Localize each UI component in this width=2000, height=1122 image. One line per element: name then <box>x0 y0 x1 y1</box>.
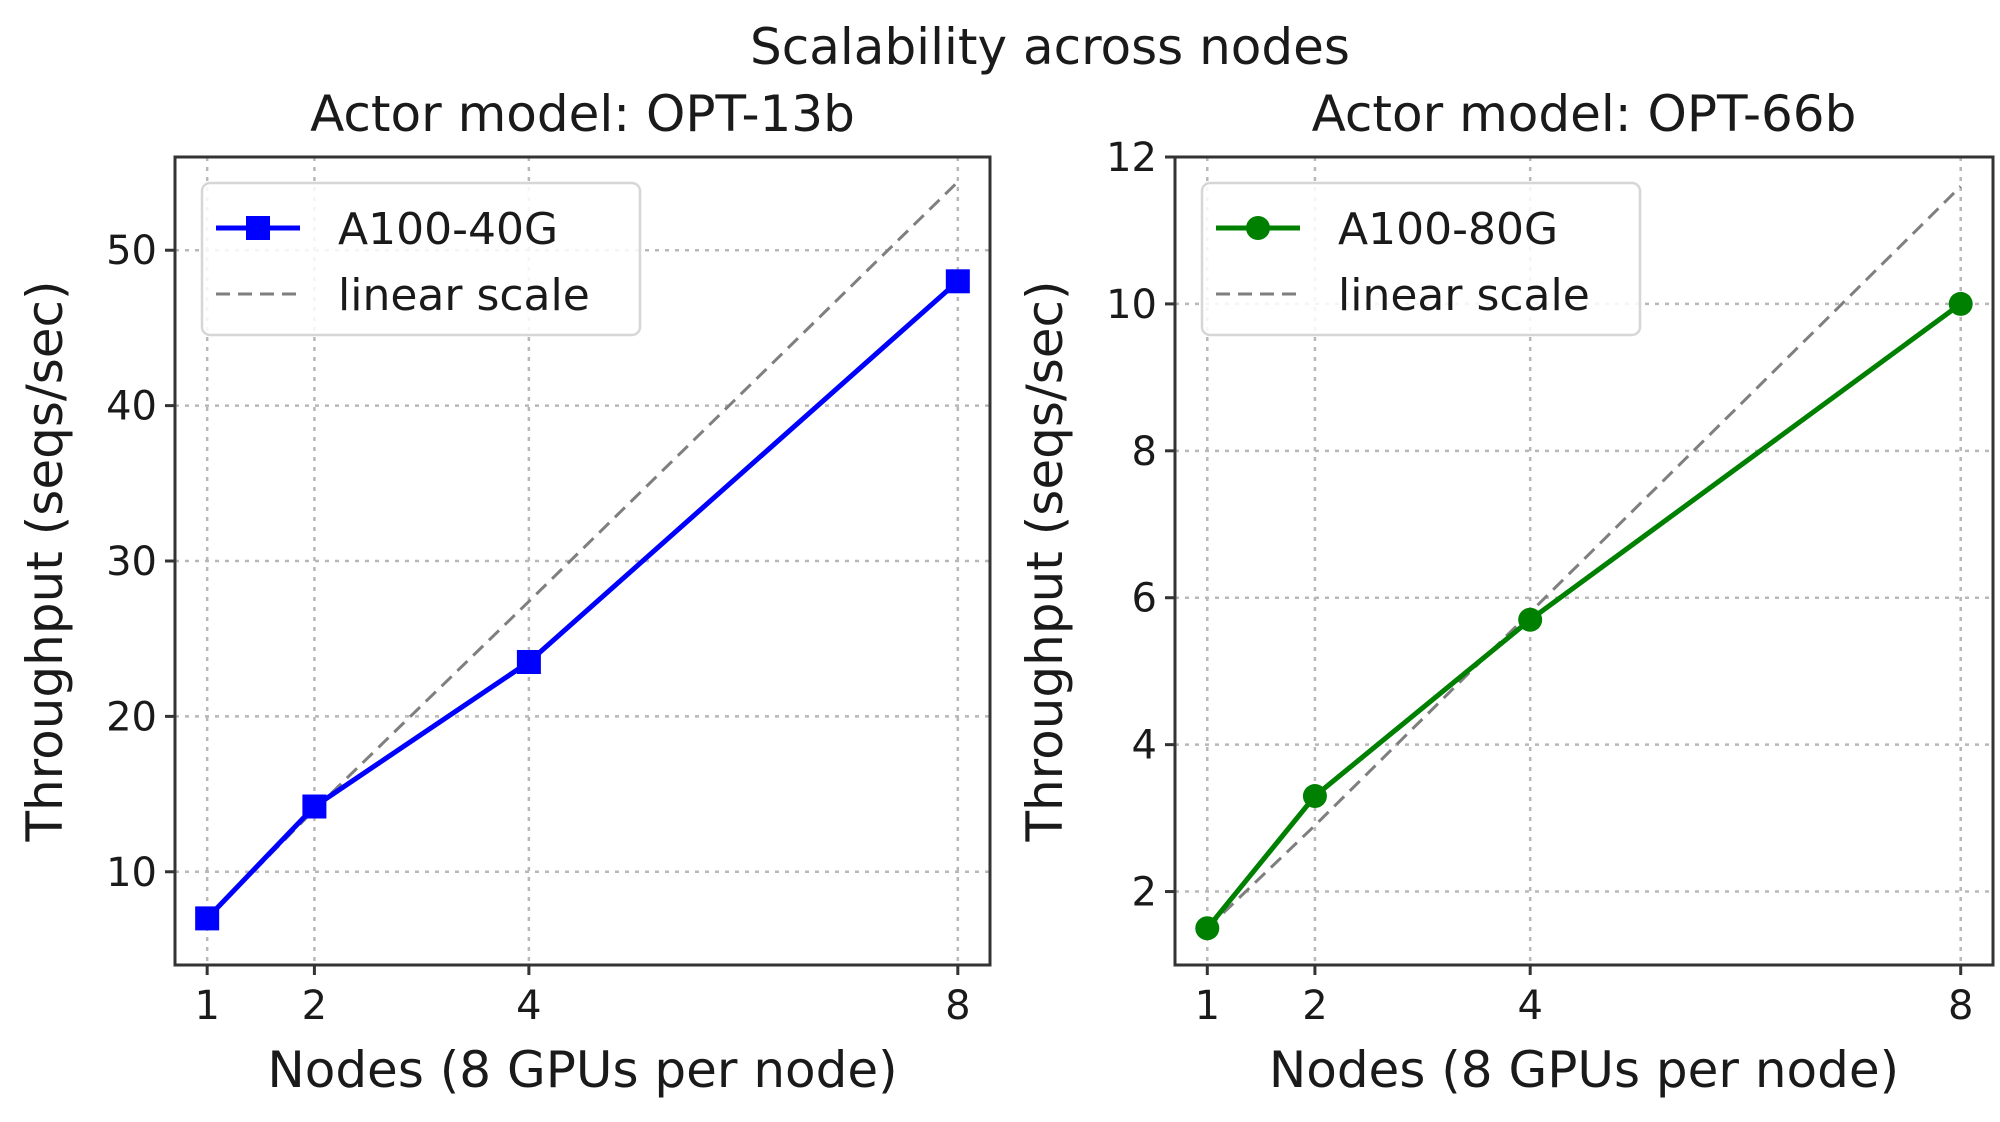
y-tick-label: 10 <box>106 850 157 896</box>
legend-entry: linear scale <box>1216 270 1590 321</box>
data-point <box>945 269 970 294</box>
y-axis-label: Throughput (seqs/sec) <box>16 280 74 842</box>
x-tick-label: 4 <box>1517 983 1542 1029</box>
x-tick-label: 2 <box>1302 983 1327 1029</box>
legend-entry: linear scale <box>216 270 590 321</box>
y-tick-label: 2 <box>1132 870 1157 916</box>
subplot-title: Actor model: OPT-13b <box>310 85 855 143</box>
legend: A100-80G linear scale <box>1200 181 1642 337</box>
x-tick-label: 2 <box>302 983 327 1029</box>
y-tick-label: 40 <box>106 384 157 430</box>
panel-opt-13b: Actor model: OPT-13b 1 2 4 8 10 20 30 40 50 Nodes … <box>16 85 992 1099</box>
legend-entry: A100-80G <box>1216 204 1558 255</box>
legend-box <box>1200 181 1642 337</box>
y-tick-label: 20 <box>106 694 157 740</box>
legend-swatch-marker <box>1246 216 1270 240</box>
series-line-a100-80g <box>1205 301 1963 930</box>
legend-entry: A100-40G <box>216 204 558 255</box>
legend-box <box>200 181 642 337</box>
series-line-linear-scale <box>1206 185 1962 930</box>
legend-swatch-marker <box>246 216 270 240</box>
subplot-title: Actor model: OPT-66b <box>1312 85 1857 143</box>
figure-title: Scalability across nodes <box>750 18 1350 76</box>
data-point <box>1518 607 1543 632</box>
y-tick-label: 10 <box>1106 282 1157 328</box>
x-axis-label: Nodes (8 GPUs per node) <box>267 1041 897 1099</box>
x-tick-label: 4 <box>516 983 541 1029</box>
x-tick-label: 1 <box>1195 983 1220 1029</box>
series-line-a100-40g <box>205 279 960 921</box>
y-tick-label: 30 <box>106 539 157 585</box>
data-point <box>1195 916 1220 941</box>
y-tick-label: 4 <box>1132 723 1157 769</box>
x-axis-label: Nodes (8 GPUs per node) <box>1269 1041 1899 1099</box>
x-tick-label: 8 <box>1948 983 1973 1029</box>
data-point <box>516 650 541 674</box>
plot-frame <box>1173 155 1995 967</box>
plot-frame <box>173 155 992 967</box>
data-point <box>1948 291 1973 316</box>
x-tick-label: 1 <box>194 983 219 1029</box>
legend-label: linear scale <box>338 270 590 321</box>
data-point <box>302 794 327 819</box>
y-tick-label: 6 <box>1132 576 1157 622</box>
y-tick-label: 12 <box>1106 135 1157 181</box>
y-tick-label: 50 <box>106 228 157 274</box>
x-tick-label: 8 <box>945 983 970 1029</box>
data-point <box>195 906 220 931</box>
y-tick-label: 8 <box>1132 429 1157 475</box>
legend-label: A100-40G <box>338 204 558 255</box>
data-point <box>1302 784 1327 809</box>
legend-label: A100-80G <box>1338 204 1558 255</box>
legend: A100-40G linear scale <box>200 181 642 337</box>
y-axis-label: Throughput (seqs/sec) <box>1016 280 1074 842</box>
legend-label: linear scale <box>1338 270 1590 321</box>
